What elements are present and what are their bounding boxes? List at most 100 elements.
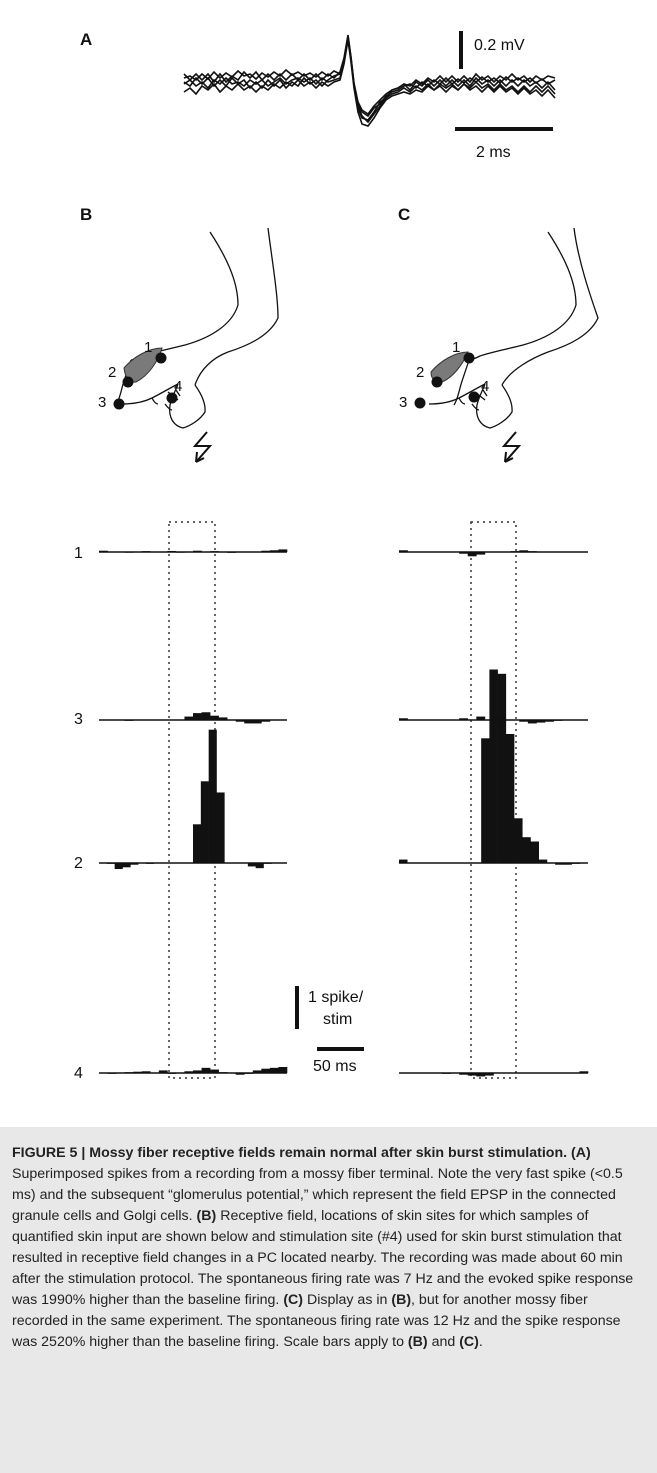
panel-letter-a: A	[80, 30, 93, 49]
histogram-bar	[476, 716, 486, 720]
histogram-b-row-1	[99, 549, 288, 553]
histogram-bar	[538, 859, 548, 863]
scale-time-50ms-label: 50 ms	[313, 1058, 357, 1075]
caption-text-a: Superimposed spikes from a recording fro…	[12, 1166, 623, 1224]
histogram-bar	[216, 792, 225, 863]
histogram-c-row-3	[399, 716, 588, 724]
site-marker-b-3	[113, 398, 125, 410]
histogram-bar	[122, 863, 131, 868]
histogram-c-row-2	[399, 669, 588, 865]
histogram-bar	[505, 734, 515, 863]
histogram-bar	[489, 669, 498, 863]
panel-letter-c: C	[398, 205, 411, 224]
histogram-bar	[497, 673, 507, 863]
site-label-b-4: 4	[174, 378, 182, 395]
caption-ref-b: (B)	[196, 1208, 217, 1224]
panel-letter-b: B	[80, 205, 93, 224]
histogram-bar	[563, 863, 572, 865]
caption-ref-a: (A)	[571, 1145, 591, 1161]
row-label-4: 4	[74, 1065, 83, 1082]
row-label-1: 1	[74, 545, 83, 562]
histogram-bar	[193, 824, 202, 863]
row-label-2: 2	[74, 855, 83, 872]
histogram-bar	[459, 1073, 469, 1075]
site-markers-b	[113, 352, 178, 410]
paw-drawing-c	[428, 227, 599, 429]
site-markers-c	[414, 352, 480, 409]
paw-drawing-b	[115, 227, 279, 429]
histogram-bar	[200, 781, 209, 863]
histogram-bar	[201, 1067, 211, 1073]
site-label-b-1: 1	[144, 339, 152, 356]
site-marker-c-4	[468, 391, 480, 403]
caption-lead: FIGURE 5 | Mossy fiber receptive fields …	[12, 1145, 568, 1161]
histogram-c-row-1	[399, 550, 588, 557]
histogram-bar	[459, 552, 469, 554]
row-label-3: 3	[74, 711, 83, 728]
caption-end-and: and	[427, 1334, 460, 1350]
histogram-bar	[579, 1071, 589, 1073]
histogram-bar	[476, 1073, 486, 1077]
histogram-b-row-2	[99, 729, 287, 870]
site-label-c-2: 2	[416, 364, 424, 381]
histogram-bar	[235, 720, 245, 722]
scale-amplitude-label-2: stim	[323, 1011, 353, 1028]
histogram-bar	[130, 863, 139, 865]
histogram-bar	[269, 550, 279, 552]
histogram-bar	[278, 1066, 288, 1073]
caption-background	[0, 1127, 657, 1473]
lightning-icon-b	[192, 431, 213, 463]
histogram-bar	[210, 1069, 219, 1073]
figure-caption: FIGURE 5 | Mossy fiber receptive fields …	[12, 1143, 647, 1353]
caption-text-b: Receptive field, locations of skin sites…	[12, 1208, 634, 1308]
site-label-c-1: 1	[452, 339, 460, 356]
caption-text-c2: , but for another mossy fiber recorded i…	[12, 1292, 621, 1350]
histogram-bar	[519, 550, 529, 552]
site-label-c-3: 3	[399, 394, 407, 411]
histogram-bar	[158, 1070, 168, 1073]
histogram-bar	[399, 550, 408, 552]
scale-time-label: 2 ms	[476, 144, 511, 161]
histogram-bar	[235, 1073, 245, 1075]
stimulus-window-c	[470, 521, 517, 1079]
spike-traces	[183, 34, 556, 127]
histogram-bar	[399, 859, 408, 863]
histogram-bar	[261, 1068, 271, 1073]
histograms	[99, 549, 589, 1077]
histogram-bar	[247, 863, 256, 867]
site-marker-b-4	[166, 392, 178, 404]
histogram-bar	[481, 738, 490, 863]
histogram-b-row-4	[99, 1066, 288, 1075]
histogram-bar	[141, 1071, 151, 1073]
histogram-bar	[255, 863, 264, 869]
histogram-bar	[261, 720, 271, 722]
histogram-bar	[252, 720, 262, 724]
histogram-bar	[210, 715, 219, 720]
histogram-bar	[269, 1067, 279, 1073]
scale-amplitude-label-1: 1 spike/	[308, 989, 364, 1006]
histogram-bar	[522, 837, 531, 863]
caption-ref-c: (C)	[283, 1292, 304, 1308]
histogram-bar	[484, 1073, 494, 1076]
site-marker-c-1	[463, 352, 475, 364]
caption-ref-c-b: (B)	[391, 1292, 412, 1308]
site-label-b-2: 2	[108, 364, 116, 381]
histogram-bar	[184, 1071, 194, 1073]
caption-end-ref-c: (C)	[459, 1334, 479, 1350]
histogram-bar	[545, 720, 554, 722]
histogram-bar	[493, 717, 503, 720]
histogram-bar	[114, 863, 123, 870]
figure-canvas: 1 2 3 4 1 2 3 4	[98, 31, 599, 1079]
histogram-b-row-3	[99, 712, 287, 724]
site-marker-c-2	[431, 376, 443, 388]
histogram-c-row-4	[399, 1071, 589, 1077]
histogram-bar	[467, 552, 477, 557]
histogram-bar	[519, 720, 529, 722]
histogram-bar	[467, 1073, 477, 1076]
histogram-bar	[208, 729, 217, 863]
histogram-bar	[459, 718, 469, 720]
histogram-bar	[193, 713, 202, 720]
histogram-bar	[399, 718, 408, 720]
site-label-c-4: 4	[481, 378, 489, 395]
lightning-icon-c	[501, 431, 522, 463]
